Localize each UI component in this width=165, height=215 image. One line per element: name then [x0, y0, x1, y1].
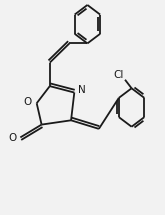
- Text: Cl: Cl: [113, 71, 124, 80]
- Text: O: O: [9, 134, 17, 143]
- Text: O: O: [24, 97, 32, 107]
- Text: N: N: [78, 85, 86, 95]
